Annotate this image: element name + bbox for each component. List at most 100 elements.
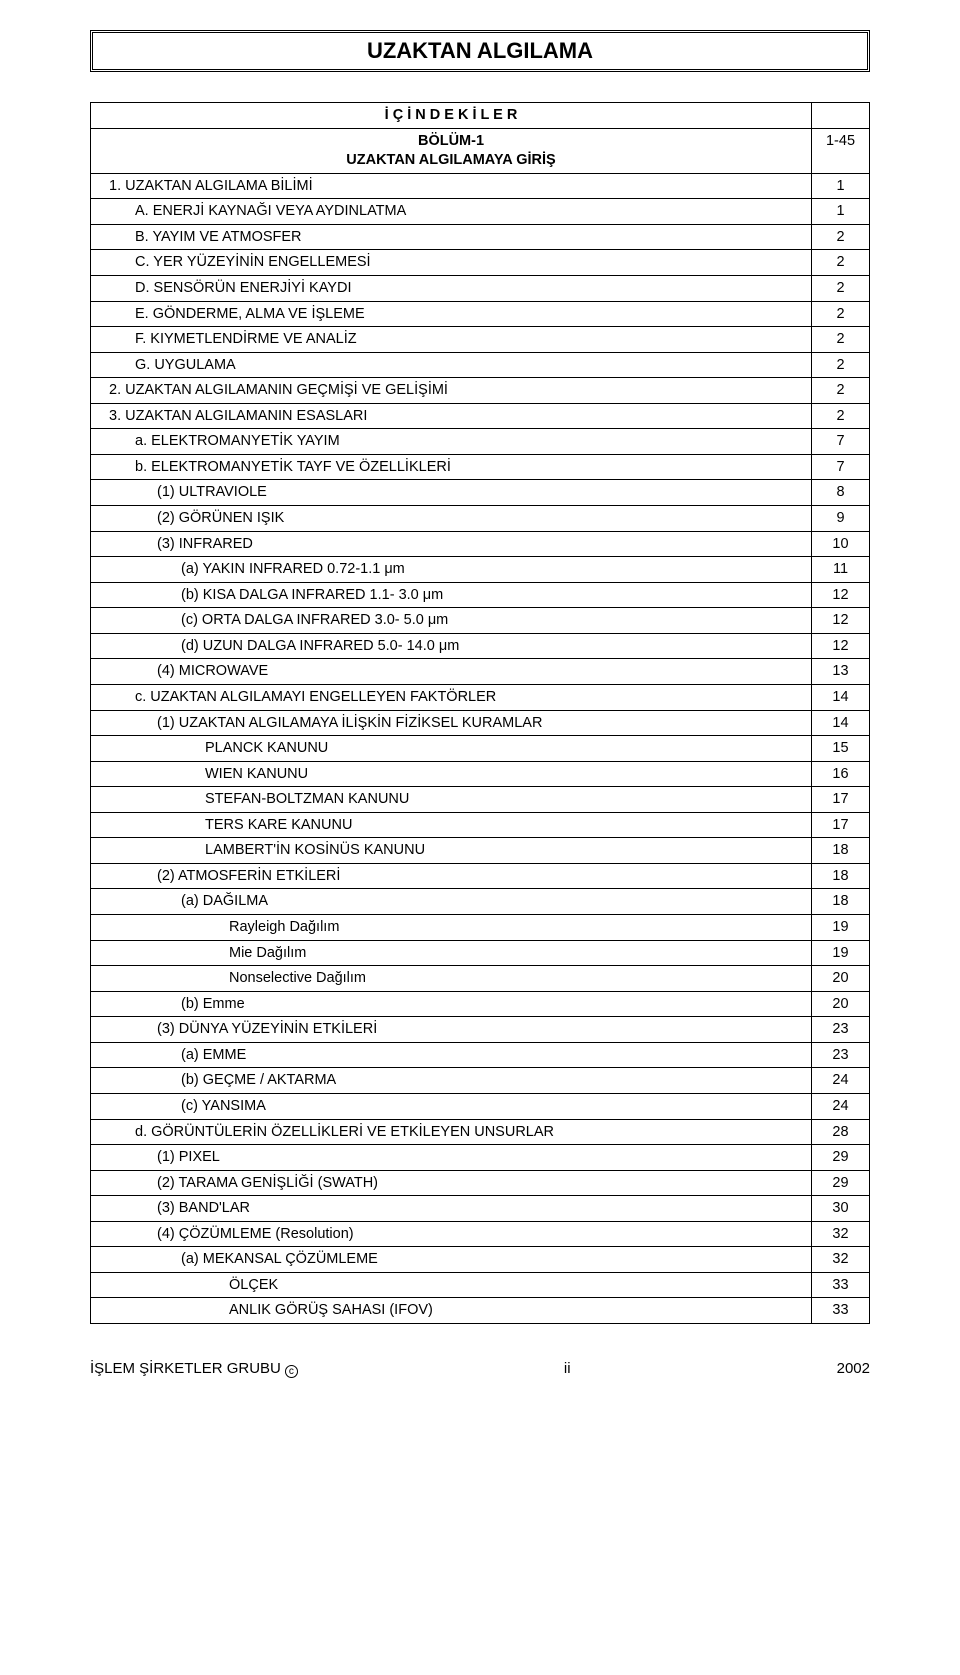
toc-entry-label: F. KIYMETLENDİRME VE ANALİZ [97,330,357,350]
toc-entry-label: (2) GÖRÜNEN IŞIK [97,509,284,529]
table-row: TERS KARE KANUNU17 [91,812,870,838]
toc-entry-label: Mie Dağılım [97,944,306,964]
toc-page-cell: 12 [812,608,870,634]
table-row: (c) YANSIMA 24 [91,1093,870,1119]
toc-entry-label: Rayleigh Dağılım [97,918,339,938]
table-row: Nonselective Dağılım20 [91,966,870,992]
toc-page-cell: 33 [812,1298,870,1324]
toc-label-cell: TERS KARE KANUNU [91,812,812,838]
document-page: UZAKTAN ALGILAMA İ Ç İ N D E K İ L E R BÖ… [0,0,960,1397]
table-row: ÖLÇEK33 [91,1272,870,1298]
title-frame: UZAKTAN ALGILAMA [90,30,870,72]
toc-page-cell: 23 [812,1017,870,1043]
toc-label-cell: (c) YANSIMA [91,1093,812,1119]
toc-page-cell: 24 [812,1093,870,1119]
toc-label-cell: (3) BAND'LAR [91,1196,812,1222]
table-row: G. UYGULAMA2 [91,352,870,378]
toc-label-cell: F. KIYMETLENDİRME VE ANALİZ [91,327,812,353]
toc-label-cell: İ Ç İ N D E K İ L E R [91,103,812,129]
toc-label-cell: a. ELEKTROMANYETİK YAYIM [91,429,812,455]
table-row: 1. UZAKTAN ALGILAMA BİLİMİ1 [91,173,870,199]
toc-entry-label: B. YAYIM VE ATMOSFER [97,228,302,248]
table-row: (b) Emme 20 [91,991,870,1017]
table-row: a. ELEKTROMANYETİK YAYIM7 [91,429,870,455]
toc-label-cell: c. UZAKTAN ALGILAMAYI ENGELLEYEN FAKTÖRL… [91,684,812,710]
toc-entry-label: (a) DAĞILMA [97,892,268,912]
toc-entry-label: (a) YAKIN INFRARED 0.72-1.1 μm [97,560,405,580]
table-row: F. KIYMETLENDİRME VE ANALİZ2 [91,327,870,353]
toc-page-cell: 32 [812,1247,870,1273]
toc-label-cell: (4) MICROWAVE [91,659,812,685]
table-row: (1) UZAKTAN ALGILAMAYA İLİŞKİN FİZİKSEL … [91,710,870,736]
toc-entry-label: a. ELEKTROMANYETİK YAYIM [97,432,340,452]
toc-page-cell [812,103,870,129]
toc-label-cell: 2. UZAKTAN ALGILAMANIN GEÇMİŞİ VE GELİŞİ… [91,378,812,404]
toc-page-cell: 2 [812,352,870,378]
toc-entry-label: STEFAN-BOLTZMAN KANUNU [97,790,409,810]
toc-page-cell: 19 [812,940,870,966]
table-row: A. ENERJİ KAYNAĞI VEYA AYDINLATMA1 [91,199,870,225]
toc-page-cell: 2 [812,403,870,429]
toc-label-cell: (2) ATMOSFERİN ETKİLERİ [91,863,812,889]
table-row: (a) MEKANSAL ÇÖZÜMLEME 32 [91,1247,870,1273]
table-row: ANLIK GÖRÜŞ SAHASI (IFOV)33 [91,1298,870,1324]
toc-label-cell: (a) MEKANSAL ÇÖZÜMLEME [91,1247,812,1273]
table-row: Rayleigh Dağılım19 [91,915,870,941]
table-row: 3. UZAKTAN ALGILAMANIN ESASLARI2 [91,403,870,429]
toc-entry-label: C. YER YÜZEYİNİN ENGELLEMESİ [97,253,371,273]
toc-entry-label: (1) PIXEL [97,1148,220,1168]
toc-page-cell: 2 [812,224,870,250]
table-row: (a) DAĞILMA 18 [91,889,870,915]
table-row: c. UZAKTAN ALGILAMAYI ENGELLEYEN FAKTÖRL… [91,684,870,710]
toc-page-cell: 17 [812,787,870,813]
toc-label-cell: STEFAN-BOLTZMAN KANUNU [91,787,812,813]
toc-page-cell: 20 [812,991,870,1017]
toc-entry-label: (b) Emme [97,995,245,1015]
toc-label-cell: (a) YAKIN INFRARED 0.72-1.1 μm [91,557,812,583]
toc-label-cell: (4) ÇÖZÜMLEME (Resolution) [91,1221,812,1247]
toc-page-cell: 12 [812,582,870,608]
toc-entry-label: WIEN KANUNU [97,765,308,785]
table-row: (c) ORTA DALGA INFRARED 3.0- 5.0 μm12 [91,608,870,634]
toc-entry-label: TERS KARE KANUNU [97,816,352,836]
page-footer: İŞLEM ŞİRKETLER GRUBU c ii 2002 [90,1360,870,1377]
toc-page-cell: 33 [812,1272,870,1298]
toc-page-cell: 18 [812,863,870,889]
toc-label-cell: A. ENERJİ KAYNAĞI VEYA AYDINLATMA [91,199,812,225]
table-row: (1) PIXEL 29 [91,1145,870,1171]
toc-entry-label: PLANCK KANUNU [97,739,328,759]
toc-label-cell: (1) UZAKTAN ALGILAMAYA İLİŞKİN FİZİKSEL … [91,710,812,736]
table-row: (3) INFRARED10 [91,531,870,557]
toc-label-cell: B. YAYIM VE ATMOSFER [91,224,812,250]
toc-label-cell: D. SENSÖRÜN ENERJİYİ KAYDI [91,275,812,301]
table-row: LAMBERT'İN KOSİNÜS KANUNU18 [91,838,870,864]
toc-section-title: BÖLÜM-1UZAKTAN ALGILAMAYA GİRİŞ [346,133,555,169]
toc-entry-label: (c) YANSIMA [97,1097,266,1117]
toc-page-cell: 23 [812,1042,870,1068]
toc-page-cell: 18 [812,889,870,915]
toc-entry-label: (a) MEKANSAL ÇÖZÜMLEME [97,1250,378,1270]
toc-label-cell: ANLIK GÖRÜŞ SAHASI (IFOV) [91,1298,812,1324]
table-row: (2) ATMOSFERİN ETKİLERİ18 [91,863,870,889]
table-row: PLANCK KANUNU 15 [91,736,870,762]
toc-page-cell: 29 [812,1145,870,1171]
toc-page-cell: 1-45 [812,128,870,173]
toc-label-cell: (a) DAĞILMA [91,889,812,915]
toc-page-cell: 18 [812,838,870,864]
toc-entry-label: (4) MICROWAVE [97,662,268,682]
toc-entry-label: (b) KISA DALGA INFRARED 1.1- 3.0 μm [97,586,443,606]
toc-label-cell: 3. UZAKTAN ALGILAMANIN ESASLARI [91,403,812,429]
toc-page-cell: 30 [812,1196,870,1222]
toc-entry-label: (a) EMME [97,1046,246,1066]
table-row: b. ELEKTROMANYETİK TAYF VE ÖZELLİKLERİ7 [91,454,870,480]
toc-label-cell: (2) TARAMA GENİŞLİĞİ (SWATH) [91,1170,812,1196]
table-row: (3) DÜNYA YÜZEYİNİN ETKİLERİ23 [91,1017,870,1043]
toc-entry-label: b. ELEKTROMANYETİK TAYF VE ÖZELLİKLERİ [97,458,451,478]
toc-entry-label: (1) ULTRAVIOLE [97,483,267,503]
toc-page-cell: 15 [812,736,870,762]
toc-page-cell: 2 [812,250,870,276]
toc-label-cell: ÖLÇEK [91,1272,812,1298]
toc-page-cell: 20 [812,966,870,992]
toc-label-cell: Rayleigh Dağılım [91,915,812,941]
toc-page-cell: 13 [812,659,870,685]
